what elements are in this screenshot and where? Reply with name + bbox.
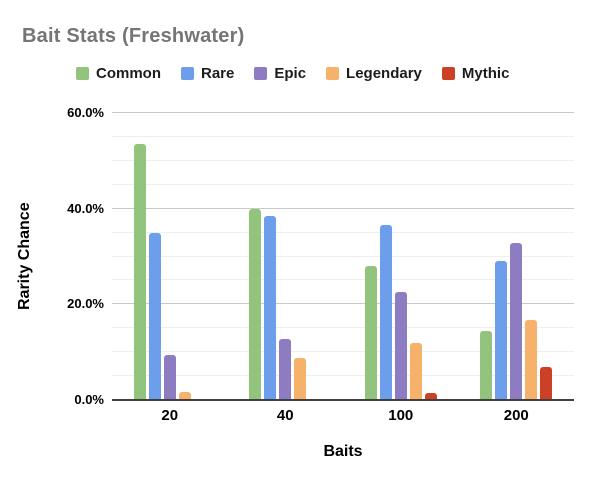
bar-mythic-200[interactable] — [540, 366, 553, 400]
legend-swatch-common — [76, 67, 89, 80]
chart-title: Bait Stats (Freshwater) — [22, 25, 245, 47]
plot-area — [112, 112, 574, 401]
bar-rare-20[interactable] — [148, 232, 161, 400]
y-axis-title: Rarity Chance — [16, 202, 33, 311]
legend-item-mythic[interactable]: Mythic — [441, 65, 510, 82]
gridline-20 — [112, 303, 574, 305]
gridline-25 — [112, 279, 574, 281]
legend-item-rare[interactable]: Rare — [181, 65, 234, 82]
y-tick-label-40: 40.0% — [67, 200, 104, 216]
bar-rare-40[interactable] — [264, 215, 277, 400]
legend-item-legendary[interactable]: Legendary — [326, 65, 422, 82]
legend-label-common: Common — [96, 65, 161, 82]
y-tick-label-0: 0.0% — [74, 392, 104, 407]
bar-legendary-100[interactable] — [409, 342, 422, 400]
legend-item-epic[interactable]: Epic — [254, 65, 306, 82]
bar-group-100 — [364, 225, 437, 400]
gridline-5 — [112, 375, 574, 377]
y-tick-label-60: 60.0% — [67, 105, 104, 120]
x-tick-label-40: 40 — [276, 407, 294, 424]
gridline-10 — [112, 351, 574, 353]
gridline-40 — [112, 207, 574, 209]
gridline-50 — [112, 159, 574, 161]
bar-rare-100[interactable] — [379, 225, 392, 400]
bar-epic-40[interactable] — [279, 339, 292, 400]
bar-legendary-200[interactable] — [525, 319, 538, 400]
legend: Common Rare Epic Legendary Mythic — [76, 65, 509, 82]
bar-epic-20[interactable] — [163, 354, 176, 400]
legend-label-epic: Epic — [274, 65, 307, 82]
bar-legendary-20[interactable] — [178, 391, 191, 400]
y-tick-label-20: 20.0% — [67, 296, 104, 312]
bar-group-40 — [249, 208, 321, 400]
x-tick-label-200: 200 — [503, 407, 529, 424]
bar-group-20 — [133, 144, 206, 400]
legend-swatch-legendary — [326, 67, 340, 80]
bar-common-40[interactable] — [249, 208, 262, 400]
bar-group-200 — [480, 243, 553, 400]
gridline-60 — [112, 112, 574, 113]
legend-swatch-mythic — [441, 67, 455, 80]
bar-legendary-40[interactable] — [294, 358, 307, 400]
gridline-45 — [112, 183, 574, 185]
x-axis-line — [112, 399, 574, 401]
bar-epic-200[interactable] — [510, 243, 523, 400]
x-axis-title: Baits — [323, 443, 363, 460]
gridline-55 — [112, 135, 574, 137]
gridline-30 — [112, 255, 574, 257]
x-tick-label-100: 100 — [388, 407, 414, 424]
legend-label-mythic: Mythic — [461, 65, 510, 82]
legend-swatch-rare — [181, 67, 194, 80]
gridline-15 — [112, 327, 574, 329]
bar-mythic-100[interactable] — [424, 392, 437, 400]
legend-label-rare: Rare — [201, 65, 235, 82]
x-tick-label-20: 20 — [161, 407, 179, 424]
bar-common-20[interactable] — [133, 144, 146, 400]
legend-swatch-epic — [254, 67, 268, 80]
legend-item-common[interactable]: Common — [76, 65, 161, 82]
gridline-35 — [112, 231, 574, 233]
bar-common-100[interactable] — [364, 266, 377, 400]
bar-epic-100[interactable] — [394, 292, 407, 400]
bar-common-200[interactable] — [480, 330, 493, 400]
bar-rare-200[interactable] — [495, 261, 508, 400]
legend-label-legendary: Legendary — [346, 65, 422, 82]
